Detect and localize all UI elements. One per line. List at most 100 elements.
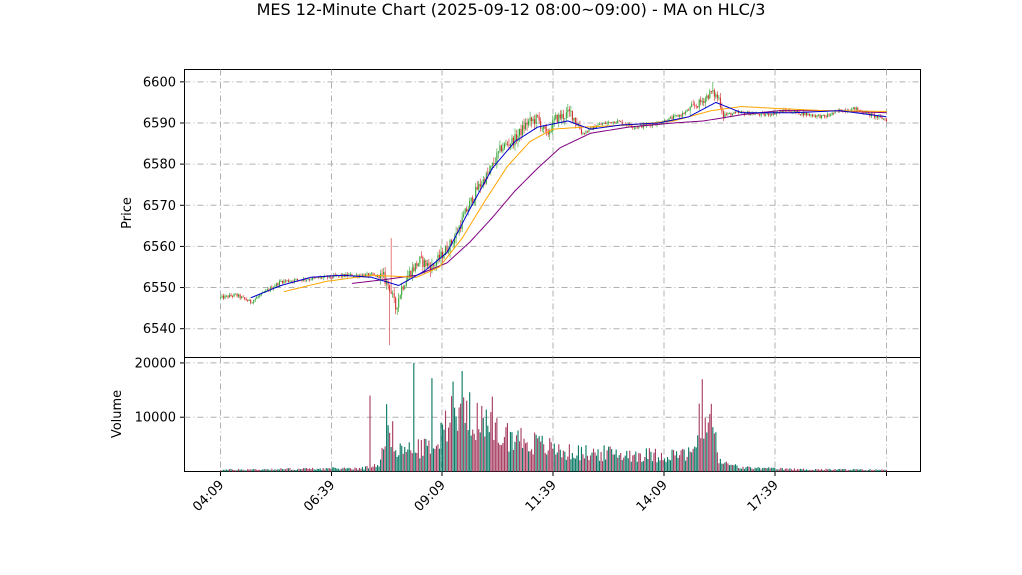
- volume-bar: [712, 427, 714, 472]
- candle-body: [251, 302, 253, 304]
- candle-body: [410, 271, 412, 277]
- volume-bar: [266, 469, 268, 472]
- candle-body: [724, 114, 726, 118]
- candle-body: [537, 115, 539, 117]
- candle-body: [742, 111, 744, 113]
- volume-bar: [692, 448, 694, 472]
- candle-body: [866, 112, 868, 115]
- volume-bar: [372, 466, 374, 472]
- volume-bar: [766, 468, 768, 472]
- volume-bar: [697, 435, 699, 472]
- volume-bar: [363, 469, 365, 472]
- candle-body: [313, 277, 315, 279]
- volume-bar: [771, 467, 773, 472]
- volume-bar: [682, 448, 684, 472]
- volume-bar: [772, 467, 774, 472]
- volume-bar: [580, 446, 583, 472]
- volume-bar: [324, 469, 326, 472]
- volume-bar: [293, 470, 296, 472]
- candle-body: [567, 109, 569, 113]
- volume-bar: [694, 446, 696, 472]
- volume-bar: [866, 470, 868, 472]
- volume-bar: [369, 395, 371, 472]
- volume-bar: [605, 459, 607, 472]
- volume-bar: [398, 455, 400, 472]
- candle-body: [828, 114, 830, 116]
- price-panel: 6540 6550 6560 6570 6580 6590 6600 Price: [120, 69, 921, 358]
- candle-body: [387, 280, 389, 286]
- volume-bar: [685, 460, 687, 472]
- candle-body: [321, 277, 323, 279]
- volume-bar: [531, 449, 533, 472]
- volume-bar: [475, 440, 477, 472]
- volume-bar: [811, 469, 814, 472]
- candle-body: [768, 113, 770, 116]
- candle-body: [280, 281, 282, 282]
- candle-body: [497, 151, 499, 153]
- volume-bar: [330, 468, 332, 472]
- volume-bar: [222, 469, 225, 472]
- volume-bar: [419, 458, 421, 472]
- candle-body: [580, 129, 582, 134]
- volume-bar: [490, 412, 492, 472]
- volume-bar: [508, 451, 510, 472]
- candle-body: [499, 145, 501, 152]
- volume-bar: [837, 469, 839, 472]
- volume-bar: [671, 449, 673, 472]
- volume-bar: [434, 448, 436, 472]
- candle-body: [814, 115, 817, 117]
- volume-bar: [701, 379, 703, 472]
- volume-bar: [232, 469, 234, 472]
- volume-bar: [597, 449, 599, 472]
- volume-bar: [733, 465, 735, 472]
- candle-body: [367, 273, 370, 277]
- volume-bar: [804, 469, 806, 472]
- candle-body: [586, 131, 589, 133]
- volume-bar: [496, 418, 498, 472]
- volume-bar: [867, 470, 869, 472]
- volume-bar: [612, 454, 614, 472]
- volume-bar: [429, 453, 431, 472]
- volume-bar: [345, 468, 347, 472]
- volume-bar: [683, 449, 685, 472]
- candle-body: [478, 183, 480, 190]
- volume-bar: [680, 450, 682, 472]
- candle-body: [437, 254, 439, 262]
- candle-body: [327, 275, 329, 278]
- volume-bar: [783, 469, 785, 472]
- candle-body: [419, 256, 421, 264]
- volume-bar: [503, 437, 505, 472]
- candle-body: [230, 294, 232, 296]
- volume-bar: [518, 441, 521, 472]
- volume-bar: [617, 457, 619, 472]
- volume-bar: [306, 467, 308, 472]
- candle-body: [398, 298, 400, 308]
- candle-body: [514, 134, 516, 146]
- volume-bar: [830, 469, 832, 472]
- candle-body: [872, 113, 874, 115]
- volume-bar: [506, 423, 509, 472]
- candle-body: [769, 114, 771, 116]
- candle-body: [700, 99, 702, 103]
- candle-body: [825, 116, 827, 118]
- volume-bar: [245, 470, 247, 472]
- volume-bar: [588, 460, 590, 472]
- volume-bar: [230, 469, 232, 472]
- volume-bar: [703, 438, 705, 472]
- candle-body: [556, 114, 558, 123]
- volume-bar: [253, 469, 255, 472]
- candle-body: [775, 112, 777, 115]
- volume-bar: [802, 468, 805, 472]
- candle-body: [487, 172, 489, 174]
- volume-bar: [798, 469, 800, 472]
- volume-bar: [464, 422, 466, 472]
- volume-bar: [268, 469, 270, 472]
- candle-body: [535, 115, 537, 124]
- volume-bar: [848, 469, 850, 472]
- candle-body: [444, 246, 447, 255]
- volume-bar: [333, 467, 335, 472]
- candle-body: [698, 99, 700, 108]
- volume-bar: [786, 468, 788, 472]
- candle-body: [762, 112, 764, 114]
- candle-body: [632, 126, 634, 128]
